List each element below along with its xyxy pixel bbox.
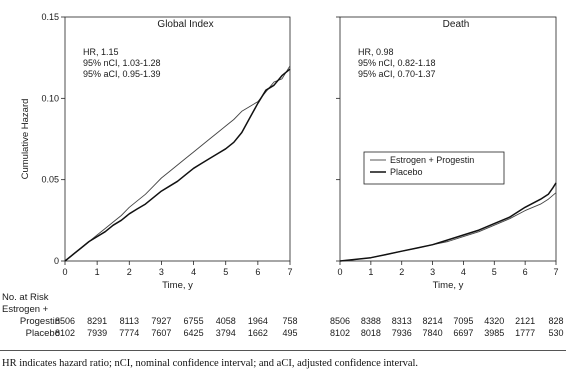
chart-panels: Global Index 0 1 2 3 4 5 6 7 Time, y 0 0.05 0.10 0.15… bbox=[20, 12, 559, 291]
y-tick-label: 0.05 bbox=[41, 175, 59, 185]
at-risk-value: 1964 bbox=[248, 316, 268, 326]
annotation-line: 95% nCI, 1.03-1.28 bbox=[83, 58, 161, 68]
x-tick-label: 4 bbox=[461, 267, 466, 277]
at-risk-value: 8506 bbox=[55, 316, 75, 326]
x-tick-label: 5 bbox=[492, 267, 497, 277]
x-tick-label: 1 bbox=[95, 267, 100, 277]
caption-divider bbox=[0, 350, 566, 351]
y-axis-label: Cumulative Hazard bbox=[20, 99, 31, 180]
x-tick-label: 7 bbox=[553, 267, 558, 277]
at-risk-value: 8018 bbox=[361, 328, 381, 338]
at-risk-value: 6755 bbox=[184, 316, 204, 326]
at-risk-value: 8113 bbox=[120, 316, 139, 326]
at-risk-value: 8214 bbox=[423, 316, 443, 326]
at-risk-value: 7936 bbox=[392, 328, 412, 338]
series-line-placebo bbox=[340, 183, 556, 261]
at-risk-value: 7840 bbox=[423, 328, 443, 338]
at-risk-header: No. at Risk bbox=[2, 292, 49, 303]
x-tick-label: 2 bbox=[399, 267, 404, 277]
x-tick-label: 5 bbox=[223, 267, 228, 277]
series-line-estrogen-progestin bbox=[65, 66, 290, 261]
legend-entry: Placebo bbox=[390, 167, 423, 177]
x-tick-label: 3 bbox=[159, 267, 164, 277]
at-risk-value: 7774 bbox=[119, 328, 139, 338]
at-risk-value: 8313 bbox=[392, 316, 412, 326]
at-risk-value: 6425 bbox=[184, 328, 204, 338]
legend: Estrogen + Progestin Placebo bbox=[364, 152, 504, 184]
at-risk-value: 828 bbox=[548, 316, 563, 326]
annotation-line: 95% nCI, 0.82-1.18 bbox=[358, 58, 436, 68]
y-tick-label: 0.10 bbox=[41, 93, 59, 103]
at-risk-value: 1777 bbox=[515, 328, 535, 338]
at-risk-value: 1662 bbox=[248, 328, 268, 338]
x-axis-label: Time, y bbox=[162, 280, 193, 291]
legend-entry: Estrogen + Progestin bbox=[390, 155, 474, 165]
at-risk-value: 7607 bbox=[151, 328, 171, 338]
series-line-estrogen-progestin bbox=[340, 193, 556, 261]
at-risk-value: 495 bbox=[282, 328, 297, 338]
at-risk-value: 7927 bbox=[151, 316, 171, 326]
figure-caption: HR indicates hazard ratio; nCI, nominal … bbox=[2, 358, 564, 369]
at-risk-table: No. at Risk Estrogen + Progestin Placebo… bbox=[2, 292, 564, 339]
x-tick-label: 3 bbox=[430, 267, 435, 277]
at-risk-value: 6697 bbox=[453, 328, 473, 338]
x-tick-label: 0 bbox=[337, 267, 342, 277]
x-tick-label: 1 bbox=[368, 267, 373, 277]
annotation-line: HR, 1.15 bbox=[83, 47, 119, 57]
at-risk-value: 3985 bbox=[484, 328, 504, 338]
at-risk-value: 4320 bbox=[484, 316, 504, 326]
x-tick-label: 6 bbox=[523, 267, 528, 277]
at-risk-label-ep-line2: Progestin bbox=[20, 316, 60, 327]
at-risk-value: 530 bbox=[548, 328, 563, 338]
annotation-line: HR, 0.98 bbox=[358, 47, 394, 57]
x-tick-label: 6 bbox=[255, 267, 260, 277]
chart-title: Death bbox=[443, 19, 470, 30]
at-risk-value: 3794 bbox=[216, 328, 236, 338]
at-risk-value: 2121 bbox=[515, 316, 535, 326]
at-risk-value: 758 bbox=[282, 316, 297, 326]
annotation-line: 95% aCI, 0.70-1.37 bbox=[358, 69, 436, 79]
at-risk-value: 4058 bbox=[216, 316, 236, 326]
panel-global-index: Global Index 0 1 2 3 4 5 6 7 Time, y 0 0.05 0.10 0.15… bbox=[20, 12, 293, 291]
at-risk-value: 8388 bbox=[361, 316, 381, 326]
at-risk-label-ep-line1: Estrogen + bbox=[2, 304, 49, 315]
at-risk-value: 7939 bbox=[87, 328, 107, 338]
annotation-line: 95% aCI, 0.95-1.39 bbox=[83, 69, 161, 79]
x-tick-label: 7 bbox=[287, 267, 292, 277]
at-risk-value: 8506 bbox=[330, 316, 350, 326]
x-tick-label: 0 bbox=[62, 267, 67, 277]
at-risk-value: 8102 bbox=[330, 328, 350, 338]
x-tick-label: 4 bbox=[191, 267, 196, 277]
y-tick-label: 0.15 bbox=[41, 12, 59, 22]
chart-title: Global Index bbox=[157, 19, 213, 30]
y-tick-label: 0 bbox=[54, 256, 59, 266]
x-tick-label: 2 bbox=[127, 267, 132, 277]
at-risk-value: 8291 bbox=[87, 316, 107, 326]
at-risk-value: 8102 bbox=[55, 328, 75, 338]
at-risk-value: 7095 bbox=[453, 316, 473, 326]
x-axis-label: Time, y bbox=[433, 280, 464, 291]
